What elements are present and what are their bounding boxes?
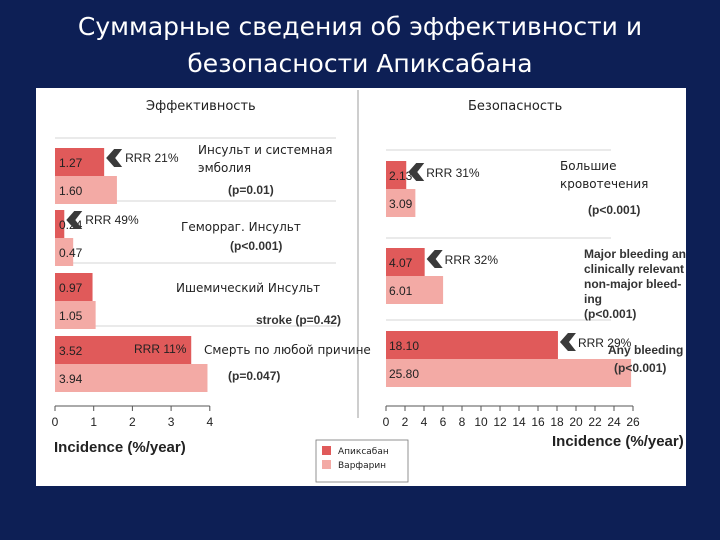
efficacy-header: Эффективность xyxy=(146,99,256,114)
efficacy-rrr: RRR 11% xyxy=(134,342,187,356)
efficacy-p-value: (p<0.001) xyxy=(230,239,282,253)
safety-rrr-arrow xyxy=(559,333,576,351)
safety-x-tick-label: 8 xyxy=(459,415,466,429)
efficacy-p-value: (p=0.047) xyxy=(228,369,280,383)
safety-bar-apixaban xyxy=(386,161,407,189)
efficacy-outcome-label: Смерть по любой причине xyxy=(204,343,371,357)
safety-outcome-label: clinically relevant xyxy=(584,262,684,276)
efficacy-p-value: stroke (p=0.42) xyxy=(256,313,341,327)
efficacy-bar-apixaban xyxy=(55,336,192,364)
efficacy-bar-warfarin xyxy=(55,364,208,392)
safety-x-tick-label: 16 xyxy=(531,415,545,429)
safety-bar-warfarin xyxy=(386,189,416,217)
safety-x-tick-label: 14 xyxy=(512,415,526,429)
safety-value-apixaban: 2.13 xyxy=(389,169,413,183)
safety-x-tick-label: 12 xyxy=(493,415,507,429)
safety-value-warfarin: 6.01 xyxy=(389,284,413,298)
efficacy-value-warfarin: 0.47 xyxy=(59,246,83,260)
efficacy-value-apixaban: 0.97 xyxy=(59,281,83,295)
efficacy-bar-apixaban xyxy=(55,148,105,176)
efficacy-value-warfarin: 1.60 xyxy=(59,184,83,198)
efficacy-value-warfarin: 3.94 xyxy=(59,372,83,386)
safety-outcome-label: Большие xyxy=(560,159,616,173)
safety-rrr-arrow xyxy=(408,163,425,181)
efficacy-rrr: RRR 49% xyxy=(85,213,139,227)
efficacy-x-tick-label: 3 xyxy=(168,415,175,429)
slide-title: Суммарные сведения об эффективности и бе… xyxy=(0,8,720,82)
safety-p-value: (p<0.001) xyxy=(584,307,636,321)
legend-box xyxy=(315,439,409,483)
safety-x-tick-label: 6 xyxy=(440,415,447,429)
safety-x-tick-label: 18 xyxy=(550,415,564,429)
efficacy-bar-warfarin xyxy=(55,238,74,266)
efficacy-outcome-label: эмболия xyxy=(198,161,251,175)
efficacy-outcome-label: Ишемический Инсульт xyxy=(176,281,320,295)
safety-outcome-label: кровотечения xyxy=(560,177,648,191)
legend-swatch-apixaban xyxy=(322,446,331,455)
efficacy-x-tick-label: 0 xyxy=(52,415,59,429)
safety-x-tick-label: 26 xyxy=(626,415,640,429)
safety-value-warfarin: 3.09 xyxy=(389,197,413,211)
legend-swatch-warfarin xyxy=(322,460,331,469)
safety-bar-warfarin xyxy=(386,276,444,304)
safety-x-tick-label: 24 xyxy=(607,415,621,429)
safety-rrr: RRR 32% xyxy=(445,253,499,267)
slide-title-line1: Суммарные сведения об эффективности и xyxy=(77,12,643,41)
efficacy-safety-chart: Эффективность Безопасность 1.27 1.60 RRR 21%… xyxy=(52,90,686,483)
slide-title-line2: безопасности Апиксабана xyxy=(187,49,533,78)
safety-x-axis-title: Incidence (%/year) xyxy=(552,433,684,450)
efficacy-value-warfarin: 1.05 xyxy=(59,309,83,323)
safety-x-tick-label: 20 xyxy=(569,415,583,429)
efficacy-x-tick-label: 4 xyxy=(206,415,213,429)
efficacy-value-apixaban: 1.27 xyxy=(59,156,83,170)
safety-x-tick-label: 0 xyxy=(383,415,390,429)
safety-p-value: (p<0.001) xyxy=(614,361,666,375)
efficacy-x-tick-label: 2 xyxy=(129,415,136,429)
safety-p-value: (p<0.001) xyxy=(588,203,640,217)
safety-x-tick-label: 10 xyxy=(474,415,488,429)
efficacy-rrr-arrow xyxy=(106,149,123,167)
safety-bar-warfarin xyxy=(386,359,632,387)
safety-rrr: RRR 29% xyxy=(578,336,632,350)
efficacy-rrr-arrow xyxy=(66,211,83,229)
safety-outcome-label: Major bleeding and xyxy=(584,247,686,261)
safety-outcome-label: ing xyxy=(584,292,602,306)
efficacy-outcome-label: Геморраг. Инсульт xyxy=(181,220,301,234)
safety-rrr: RRR 31% xyxy=(426,166,480,180)
efficacy-value-apixaban: 3.52 xyxy=(59,344,83,358)
safety-x-tick-label: 2 xyxy=(402,415,409,429)
safety-bar-apixaban xyxy=(386,248,425,276)
safety-value-apixaban: 4.07 xyxy=(389,256,413,270)
safety-value-warfarin: 25.80 xyxy=(389,367,419,381)
safety-x-tick-label: 22 xyxy=(588,415,602,429)
efficacy-x-axis-title: Incidence (%/year) xyxy=(54,439,186,456)
safety-x-tick-label: 4 xyxy=(421,415,428,429)
safety-outcome-label: Any bleeding xyxy=(608,343,683,357)
efficacy-outcome-label: Инсульт и системная xyxy=(198,143,333,157)
efficacy-x-tick-label: 1 xyxy=(90,415,97,429)
chart-panel: Эффективность Безопасность 1.27 1.60 RRR 21%… xyxy=(36,88,686,486)
efficacy-bar-warfarin xyxy=(55,176,117,204)
safety-header: Безопасность xyxy=(468,99,562,114)
legend-label-apixaban: Апиксабан xyxy=(338,447,389,457)
safety-rrr-arrow xyxy=(426,250,443,268)
efficacy-rrr: RRR 21% xyxy=(125,151,179,165)
efficacy-bar-apixaban xyxy=(55,210,65,238)
efficacy-bar-apixaban xyxy=(55,273,93,301)
safety-value-apixaban: 18.10 xyxy=(389,339,419,353)
safety-bar-apixaban xyxy=(386,331,558,359)
efficacy-p-value: (p=0.01) xyxy=(228,183,274,197)
efficacy-bar-warfarin xyxy=(55,301,96,329)
safety-outcome-label: non-major bleed- xyxy=(584,277,681,291)
legend-label-warfarin: Варфарин xyxy=(338,461,386,471)
